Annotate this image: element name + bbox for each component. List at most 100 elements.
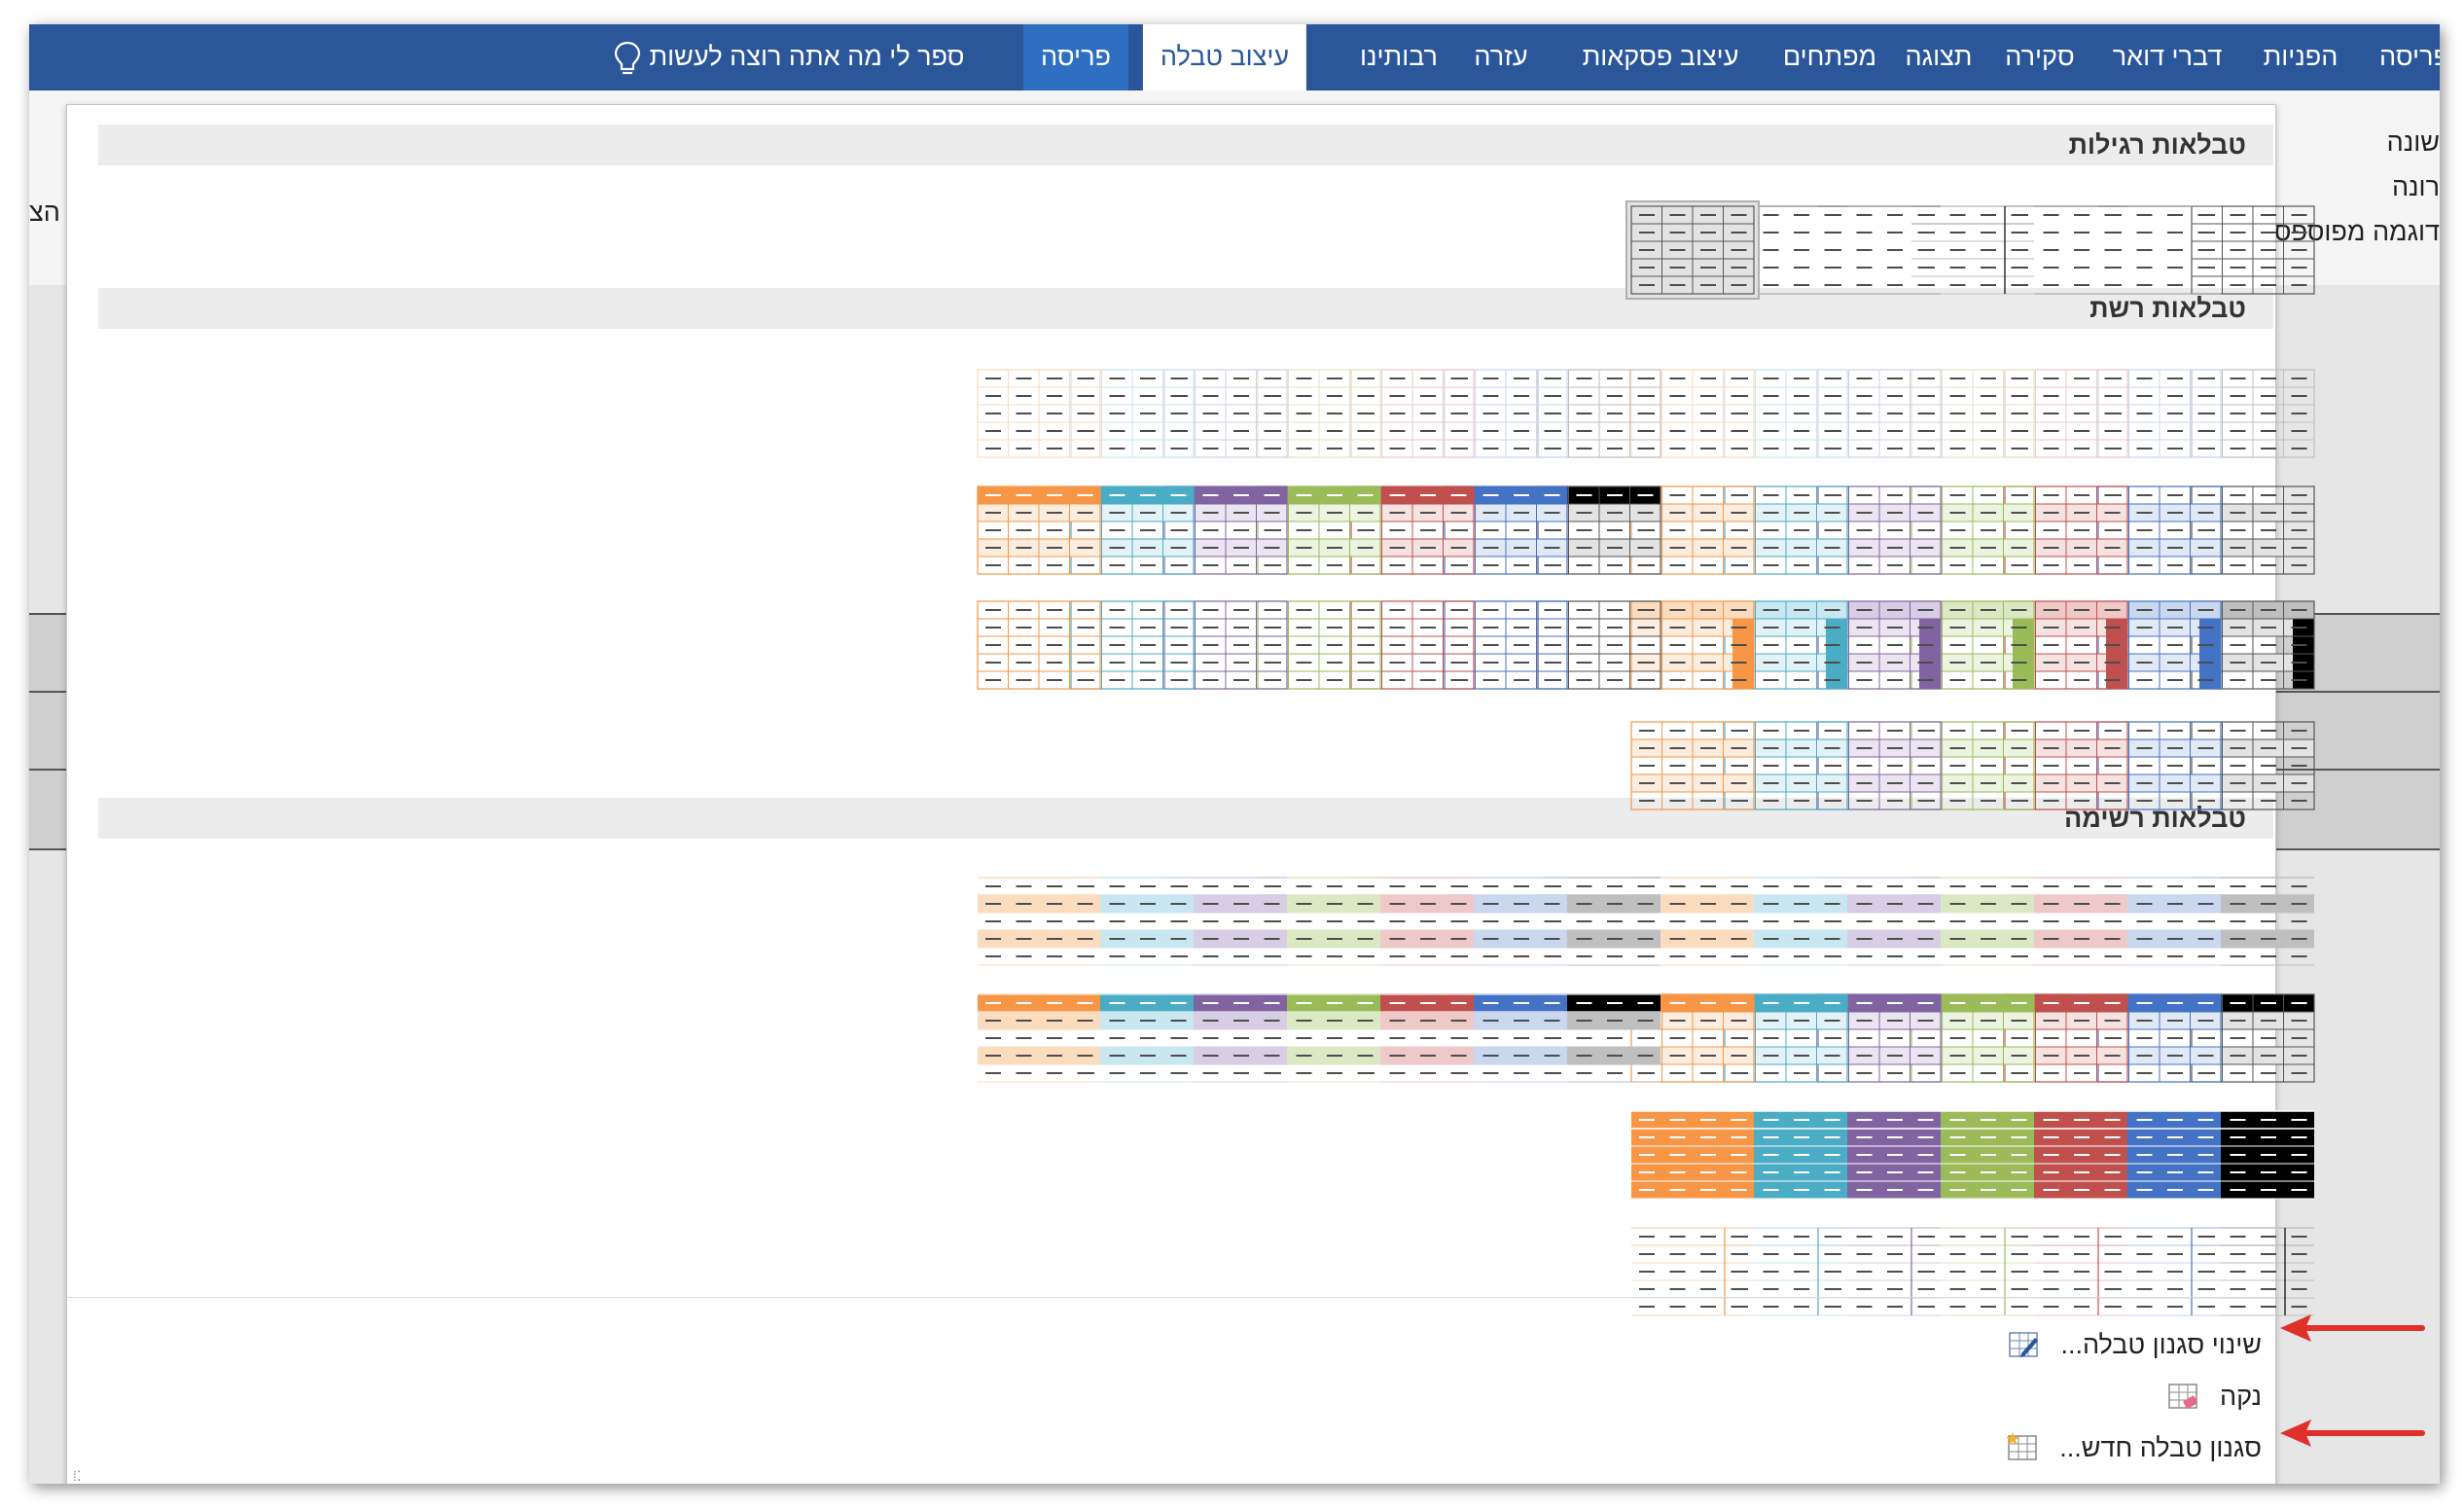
table-styles-gallery: טבלאות רגילות טבלאות רשת טבלאות רשימה שי… xyxy=(66,104,2315,1484)
grid-table-style[interactable] xyxy=(974,483,1104,578)
list-table-style[interactable] xyxy=(1067,990,1197,1086)
table-style-preview xyxy=(2191,600,2315,690)
table-style-preview xyxy=(1537,485,1661,575)
table-style-preview xyxy=(1630,721,1755,810)
list-table-style[interactable] xyxy=(1814,990,1945,1086)
list-table-style[interactable] xyxy=(1347,874,1478,969)
grid-table-style[interactable] xyxy=(974,366,1104,461)
annotation-arrow-modify xyxy=(2280,1314,2425,1342)
list-table-style[interactable] xyxy=(1814,874,1945,969)
table-style-preview xyxy=(1910,993,2035,1083)
modify-table-style-icon xyxy=(2009,1332,2039,1357)
grid-table-style[interactable] xyxy=(2094,718,2225,813)
list-table-style[interactable] xyxy=(1254,874,1384,969)
clear-table-style-icon xyxy=(2168,1384,2197,1409)
table-style-preview xyxy=(1817,369,1942,458)
grid-table-style[interactable] xyxy=(1067,483,1197,578)
grid-table-style[interactable] xyxy=(1814,366,1945,461)
list-table-style[interactable] xyxy=(1067,874,1197,969)
table-style-preview xyxy=(1071,877,1194,966)
grid-table-style[interactable] xyxy=(1908,597,2038,693)
list-table-style[interactable] xyxy=(1627,874,1758,969)
clear-table-style-label: נקה xyxy=(2219,1381,2262,1411)
grid-table-style[interactable] xyxy=(974,597,1104,693)
table-style-preview xyxy=(1630,993,1755,1083)
modify-table-style-label: שינוי סגנון טבלה... xyxy=(2060,1329,2262,1359)
table-style-preview xyxy=(2097,600,2222,690)
table-style-preview xyxy=(1910,485,2035,575)
grid-table-style[interactable] xyxy=(1534,483,1664,578)
tab-table-design[interactable]: עיצוב טבלה xyxy=(1142,24,1307,90)
tell-me-label: ספר לי מה אתה רוצה לעשות xyxy=(649,42,965,71)
table-style-preview xyxy=(1350,485,1475,575)
grid-table-style[interactable] xyxy=(2188,597,2318,693)
grid-table-style[interactable] xyxy=(2094,597,2225,693)
list-table-style[interactable] xyxy=(1627,1107,1758,1203)
tab-developer[interactable]: מפתחים xyxy=(1782,42,1877,71)
grid-table-style[interactable] xyxy=(1627,718,1758,813)
table-style-preview xyxy=(978,993,1100,1083)
grid-table-style[interactable] xyxy=(1161,483,1291,578)
tell-me-box[interactable]: ספר לי מה אתה רוצה לעשות xyxy=(603,24,964,90)
tab-help[interactable]: עזרה xyxy=(1474,42,1528,71)
plain-table-style[interactable] xyxy=(1625,200,1760,300)
table-style-preview xyxy=(1630,600,1755,690)
tab-view[interactable]: תצוגה xyxy=(1905,42,1973,71)
lightbulb-icon xyxy=(614,41,641,74)
list-table-style[interactable] xyxy=(1534,990,1664,1086)
clear-table-style-command[interactable]: נקה xyxy=(2167,1373,2262,1420)
tab-rabbis[interactable]: רבותינו xyxy=(1360,42,1438,71)
grid-table-style[interactable] xyxy=(1721,483,1851,578)
tab-paragraph-design[interactable]: עיצוב פסקאות xyxy=(1582,42,1739,71)
new-table-style-command[interactable]: סגנון טבלה חדש... xyxy=(2007,1424,2262,1471)
plain-table-style[interactable] xyxy=(2188,202,2318,298)
table-style-preview xyxy=(1630,205,1755,295)
list-table-style[interactable] xyxy=(1721,874,1851,969)
table-style-preview xyxy=(977,369,1101,458)
new-table-style-icon xyxy=(2007,1432,2038,1460)
tab-mailings[interactable]: דברי דואר xyxy=(2112,42,2223,71)
tab-table-layout[interactable]: פריסה xyxy=(1023,24,1128,90)
table-style-preview xyxy=(2191,485,2315,575)
table-style-preview xyxy=(1070,485,1195,575)
list-table-style[interactable] xyxy=(1627,990,1758,1086)
list-table-style[interactable] xyxy=(974,990,1104,1086)
tab-layout[interactable]: פריסה xyxy=(2379,42,2440,71)
grid-table-style[interactable] xyxy=(1814,718,1945,813)
gallery-footer-divider xyxy=(67,1297,2275,1298)
list-table-style[interactable] xyxy=(974,874,1104,969)
tab-references[interactable]: הפניות xyxy=(2263,42,2339,71)
ribbon-left-clipped-label: הצ xyxy=(29,198,60,227)
table-style-preview xyxy=(2191,205,2315,295)
list-table-style[interactable] xyxy=(1908,990,2038,1086)
resize-grip[interactable]: ⁞⁚ xyxy=(73,1468,82,1484)
header-row-option[interactable]: שונה xyxy=(2386,127,2440,157)
grid-table-style[interactable] xyxy=(1627,597,1758,693)
list-table-style[interactable] xyxy=(1161,990,1291,1086)
grid-table-style[interactable] xyxy=(1814,597,1945,693)
table-style-preview xyxy=(1818,877,1941,966)
modify-table-style-command[interactable]: שינוי סגנון טבלה... xyxy=(2008,1321,2262,1368)
grid-table-style[interactable] xyxy=(2188,483,2318,578)
grid-table-style[interactable] xyxy=(1721,597,1851,693)
table-style-preview xyxy=(1910,369,2035,458)
tab-review[interactable]: סקירה xyxy=(2005,42,2075,71)
grid-table-style[interactable] xyxy=(1347,483,1478,578)
table-style-preview xyxy=(1631,1227,1754,1316)
grid-table-style[interactable] xyxy=(1721,718,1851,813)
table-style-preview xyxy=(1724,721,1848,810)
grid-table-style[interactable] xyxy=(2001,718,2131,813)
table-style-preview xyxy=(978,877,1100,966)
table-style-preview xyxy=(1817,721,1942,810)
grid-table-style[interactable] xyxy=(1441,483,1571,578)
list-table-style[interactable] xyxy=(1627,1224,1758,1319)
grid-table-style[interactable] xyxy=(1814,483,1945,578)
table-style-preview xyxy=(1351,877,1474,966)
first-column-option[interactable]: רונה xyxy=(2391,172,2440,201)
table-style-preview xyxy=(1071,993,1194,1083)
grid-table-style[interactable] xyxy=(1908,483,2038,578)
table-style-preview xyxy=(1724,600,1848,690)
table-style-preview xyxy=(1444,485,1568,575)
table-style-preview xyxy=(1725,877,1847,966)
grid-table-style[interactable] xyxy=(1908,366,2038,461)
